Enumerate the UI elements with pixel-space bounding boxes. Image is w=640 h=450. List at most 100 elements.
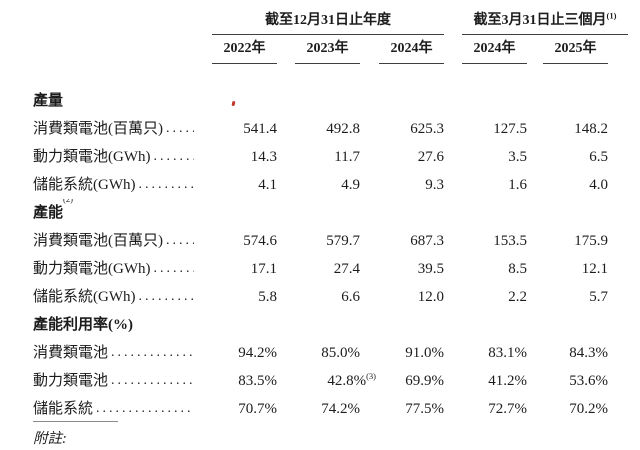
value-cell: 84.3%: [569, 345, 608, 361]
table-row-storage-system-volume: 儲能系統(GWh)...............................…: [33, 171, 608, 199]
section-header-utilization: 產能利用率(%): [33, 311, 608, 339]
row-label: 儲能系統(GWh)...............................…: [33, 171, 197, 199]
section-header-production: 產量: [33, 87, 608, 115]
table-row-consumer-battery-volume: 消費類電池(百萬只)..............................…: [33, 115, 608, 143]
value-cell: 94.2%: [238, 345, 277, 361]
value-cell: 69.9%: [405, 373, 444, 389]
section-title: 產能利用率(%): [33, 317, 133, 333]
value-cell: 687.3: [410, 233, 444, 249]
year-col-2025q1: 2025年: [527, 38, 608, 64]
value-cell: 625.3: [410, 121, 444, 137]
row-label: 消費類電池(百萬只)..............................…: [33, 115, 197, 143]
footnote-divider: [33, 421, 118, 422]
year-label: 2023年: [295, 39, 360, 64]
value-cell: 83.1%: [488, 345, 527, 361]
dot-leader: ........................................…: [138, 289, 194, 304]
table-row-consumer-battery-capacity: 消費類電池(百萬只)..............................…: [33, 227, 608, 255]
dot-leader: ........................................…: [166, 233, 194, 248]
dot-leader: ........................................…: [111, 345, 194, 360]
value-cell: 4.0: [589, 177, 608, 193]
value-cell: 12.0: [417, 289, 444, 305]
section-title: 產量: [33, 93, 64, 109]
dot-leader: ........................................…: [153, 261, 194, 276]
footnote-label: 附註:: [33, 431, 67, 447]
value-cell: 42.8%(3): [327, 371, 376, 389]
value-cell: 2.2: [508, 289, 527, 305]
footnote-block: 附註:: [33, 421, 118, 448]
year-col-2024: 2024年: [360, 38, 444, 64]
group-header-annual-label: 截至12月31日止年度: [265, 13, 391, 28]
value-cell: 153.5: [493, 233, 527, 249]
value-cell: 53.6%: [569, 373, 608, 389]
value-cell: 9.3: [425, 177, 444, 193]
row-label: 儲能系統(GWh)...............................…: [33, 283, 197, 311]
dot-leader: ........................................…: [153, 149, 194, 164]
dot-leader: ........................................…: [111, 373, 194, 388]
value-cell: 127.5: [493, 121, 527, 137]
value-cell: 4.9: [341, 177, 360, 193]
table-body: 產量 消費類電池(百萬只)...........................…: [33, 87, 608, 423]
dot-leader: ........................................…: [96, 401, 194, 416]
dot-leader: ........................................…: [138, 177, 194, 192]
table-row-storage-system-utilization: 儲能系統....................................…: [33, 395, 608, 423]
section-header-capacity: 產能 (2): [33, 199, 608, 227]
value-cell: 11.7: [334, 149, 360, 165]
value-cell: 74.2%: [321, 401, 360, 417]
row-label: 消費類電池(百萬只)..............................…: [33, 227, 197, 255]
value-cell: 83.5%: [238, 373, 277, 389]
value-cell: 175.9: [574, 233, 608, 249]
year-col-2023: 2023年: [277, 38, 360, 64]
group-header-quarter-label: 截至3月31日止三個月: [473, 13, 607, 28]
value-cell: 12.1: [581, 261, 608, 277]
value-cell: 77.5%: [405, 401, 444, 417]
value-cell: 91.0%: [405, 345, 444, 361]
year-col-2022: 2022年: [197, 38, 277, 64]
value-cell: 27.6: [417, 149, 444, 165]
footnote-ref-3: (3): [366, 371, 376, 381]
section-title: 產能: [33, 205, 64, 221]
row-label: 消費類電池...................................…: [33, 339, 197, 367]
year-header-row: 2022年 2023年 2024年 2024年 2025年: [33, 35, 608, 64]
year-col-2024q1: 2024年: [462, 38, 527, 64]
value-cell: 3.5: [508, 149, 527, 165]
value-cell: 39.5: [417, 261, 444, 277]
table-row-power-battery-capacity: 動力類電池(GWh)..............................…: [33, 255, 608, 283]
table-row-power-battery-utilization: 動力類電池...................................…: [33, 367, 608, 395]
value-cell: 17.1: [250, 261, 277, 277]
value-cell: 579.7: [326, 233, 360, 249]
row-label: 儲能系統....................................…: [33, 395, 197, 423]
value-cell: 14.3: [250, 149, 277, 165]
table-row-consumer-battery-utilization: 消費類電池...................................…: [33, 339, 608, 367]
value-cell: 574.6: [243, 233, 277, 249]
value-cell: 6.6: [341, 289, 360, 305]
footnote-ref-1: (1): [606, 10, 617, 21]
value-cell: 492.8: [326, 121, 360, 137]
value-cell: 70.2%: [569, 401, 608, 417]
group-header-annual: 截至12月31日止年度: [212, 12, 444, 35]
production-capacity-table: 截至12月31日止年度 截至3月31日止三個月(1) 2022年 2023年 2…: [33, 8, 628, 423]
column-group-header-row: 截至12月31日止年度 截至3月31日止三個月(1): [33, 8, 628, 35]
row-label: 動力類電池(GWh)..............................…: [33, 255, 197, 283]
value-cell: 4.1: [258, 177, 277, 193]
value-cell: 5.7: [589, 289, 608, 305]
year-label: 2024年: [462, 39, 527, 64]
value-cell: 148.2: [574, 121, 608, 137]
row-label: 動力類電池...................................…: [33, 367, 197, 395]
row-label: 動力類電池(GWh)..............................…: [33, 143, 197, 171]
year-label: 2022年: [212, 39, 277, 64]
year-label: 2025年: [543, 39, 608, 64]
table-row-power-battery-volume: 動力類電池(GWh)..............................…: [33, 143, 608, 171]
dot-leader: ........................................…: [166, 121, 194, 136]
value-cell: 41.2%: [488, 373, 527, 389]
value-cell: 72.7%: [488, 401, 527, 417]
table-row-storage-system-capacity: 儲能系統(GWh)...............................…: [33, 283, 608, 311]
value-cell: 1.6: [508, 177, 527, 193]
footnote-ref-2: (2): [63, 199, 73, 204]
value-cell: 70.7%: [238, 401, 277, 417]
value-cell: 6.5: [589, 149, 608, 165]
value-cell: 5.8: [258, 289, 277, 305]
group-header-quarter: 截至3月31日止三個月(1): [462, 10, 628, 35]
value-cell: 85.0%: [321, 345, 360, 361]
value-cell: 27.4: [333, 261, 360, 277]
